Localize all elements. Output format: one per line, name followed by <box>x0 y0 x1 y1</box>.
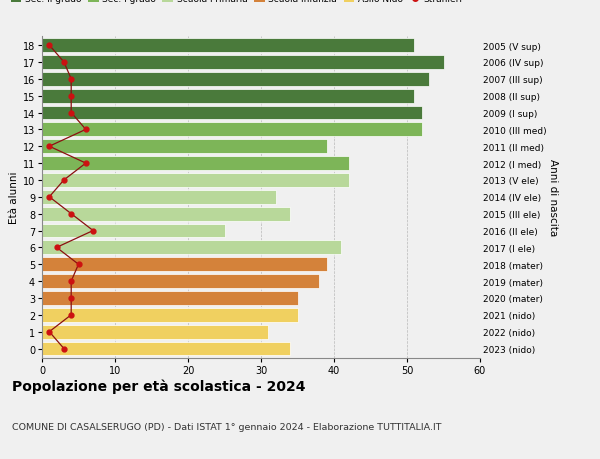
Bar <box>42 73 429 86</box>
Bar <box>42 207 290 221</box>
Bar <box>42 39 415 53</box>
Y-axis label: Età alunni: Età alunni <box>8 171 19 224</box>
Bar <box>42 224 224 238</box>
Bar <box>42 258 327 272</box>
Bar <box>42 308 298 322</box>
Y-axis label: Anni di nascita: Anni di nascita <box>548 159 557 236</box>
Bar <box>42 90 415 103</box>
Bar <box>42 325 268 339</box>
Bar <box>42 157 349 171</box>
Legend: Sec. II grado, Sec. I grado, Scuola Primaria, Scuola Infanzia, Asilo Nido, Stran: Sec. II grado, Sec. I grado, Scuola Prim… <box>7 0 466 8</box>
Bar <box>42 342 290 356</box>
Bar <box>42 274 319 288</box>
Text: Popolazione per età scolastica - 2024: Popolazione per età scolastica - 2024 <box>12 379 305 393</box>
Bar <box>42 291 298 305</box>
Bar <box>42 140 327 154</box>
Bar <box>42 106 422 120</box>
Bar <box>42 123 422 137</box>
Bar <box>42 174 349 187</box>
Text: COMUNE DI CASALSERUGO (PD) - Dati ISTAT 1° gennaio 2024 - Elaborazione TUTTITALI: COMUNE DI CASALSERUGO (PD) - Dati ISTAT … <box>12 422 442 431</box>
Bar <box>42 241 341 255</box>
Bar <box>42 190 275 204</box>
Bar <box>42 56 443 70</box>
